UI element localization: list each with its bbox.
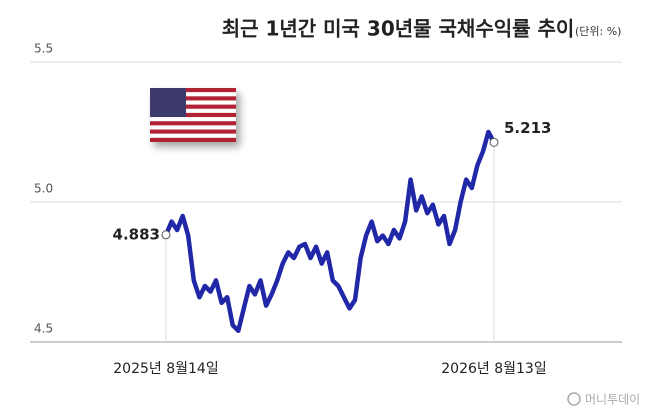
end-marker bbox=[489, 137, 499, 147]
watermark: 머니투데이 bbox=[585, 393, 640, 407]
chart-subtitle: (단위: %) bbox=[575, 25, 621, 38]
x-tick-label: 2025년 8월14일 bbox=[113, 361, 218, 377]
end-marker bbox=[161, 230, 171, 240]
line bbox=[163, 129, 496, 334]
y-tick-label: 5.5 bbox=[34, 42, 53, 56]
y-tick-label: 5.0 bbox=[34, 182, 53, 196]
x-tick-label: 2026년 8월13일 bbox=[441, 361, 546, 377]
y-tick-label: 4.5 bbox=[34, 322, 53, 336]
flag bbox=[150, 88, 236, 142]
chart-title: 최근 1년간 미국 30년물 국채수익률 추이 bbox=[222, 17, 575, 41]
value-label: 5.213 bbox=[504, 119, 551, 137]
watermark-logo bbox=[567, 392, 581, 406]
value-label: 4.883 bbox=[113, 225, 160, 243]
